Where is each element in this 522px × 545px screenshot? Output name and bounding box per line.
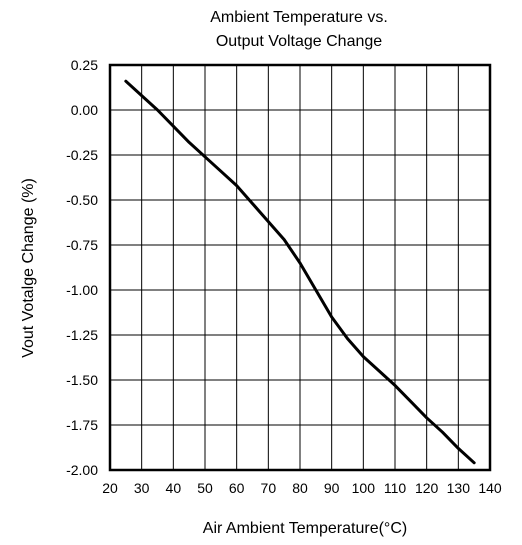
series-0-point-16 <box>377 369 381 373</box>
y-tick-label-2: -0.25 <box>66 147 98 163</box>
series-0-point-3 <box>172 125 175 128</box>
y-tick-label-9: -2.00 <box>66 462 98 478</box>
series-0-point-17 <box>393 384 397 387</box>
x-tick-label-0: 20 <box>102 480 118 496</box>
x-axis-title: Air Ambient Temperature(°C) <box>203 520 407 537</box>
y-tick-label-1: 0.00 <box>71 102 98 118</box>
series-0-point-1 <box>140 94 143 97</box>
plot-layer <box>124 79 476 465</box>
series-0-point-22 <box>472 461 476 464</box>
series-0-point-7 <box>235 184 238 187</box>
tick-label-layer: 20 30 40 50 60 70 80 90 100 110 120 130 140 0.25 0.00 -… <box>66 57 502 496</box>
x-tick-label-8: 100 <box>352 480 376 496</box>
x-tick-label-12: 140 <box>478 480 502 496</box>
series-0-point-5 <box>203 155 207 158</box>
series-0-point-13 <box>330 315 333 319</box>
y-axis-title: Vout Votalge Change (%) <box>20 178 37 358</box>
series-0-point-14 <box>346 337 349 340</box>
frame-layer <box>108 63 492 472</box>
x-tick-label-9: 110 <box>384 480 407 496</box>
series-0-point-10 <box>282 238 286 241</box>
x-tick-label-3: 50 <box>197 480 213 496</box>
series-0-point-15 <box>362 355 365 358</box>
series-0-point-0 <box>124 80 128 83</box>
series-0-point-21 <box>457 447 460 450</box>
y-tick-label-5: -1.00 <box>66 282 98 298</box>
chart-title-line-1: Ambient Temperature vs. <box>210 9 388 26</box>
series-0-point-11 <box>298 261 302 265</box>
x-tick-label-2: 40 <box>166 480 182 496</box>
series-0-point-12 <box>314 288 318 292</box>
x-tick-label-4: 60 <box>229 480 245 496</box>
series-0-point-6 <box>219 170 223 173</box>
x-tick-label-7: 90 <box>324 480 340 496</box>
series-0-point-18 <box>409 400 413 403</box>
series-0-point-19 <box>425 416 428 419</box>
series-0-point-2 <box>156 108 159 112</box>
series-0-point-20 <box>441 431 444 434</box>
y-tick-label-4: -0.75 <box>66 237 98 253</box>
x-tick-label-6: 80 <box>292 480 308 496</box>
plot-frame <box>108 63 492 472</box>
chart-title-line-2: Output Voltage Change <box>216 33 382 50</box>
x-tick-label-11: 130 <box>447 480 471 496</box>
x-tick-label-5: 70 <box>261 480 277 496</box>
y-tick-label-0: 0.25 <box>71 57 98 73</box>
x-tick-label-1: 30 <box>134 480 150 496</box>
series-0-point-4 <box>187 141 191 144</box>
series-0-point-8 <box>251 202 254 205</box>
series-0-point-9 <box>267 220 270 223</box>
x-tick-label-10: 120 <box>415 480 439 496</box>
y-tick-label-7: -1.50 <box>66 372 98 388</box>
grid-layer <box>109 64 491 471</box>
y-tick-label-6: -1.25 <box>66 327 98 343</box>
y-tick-label-3: -0.50 <box>66 192 98 208</box>
y-tick-label-8: -1.75 <box>66 417 98 433</box>
